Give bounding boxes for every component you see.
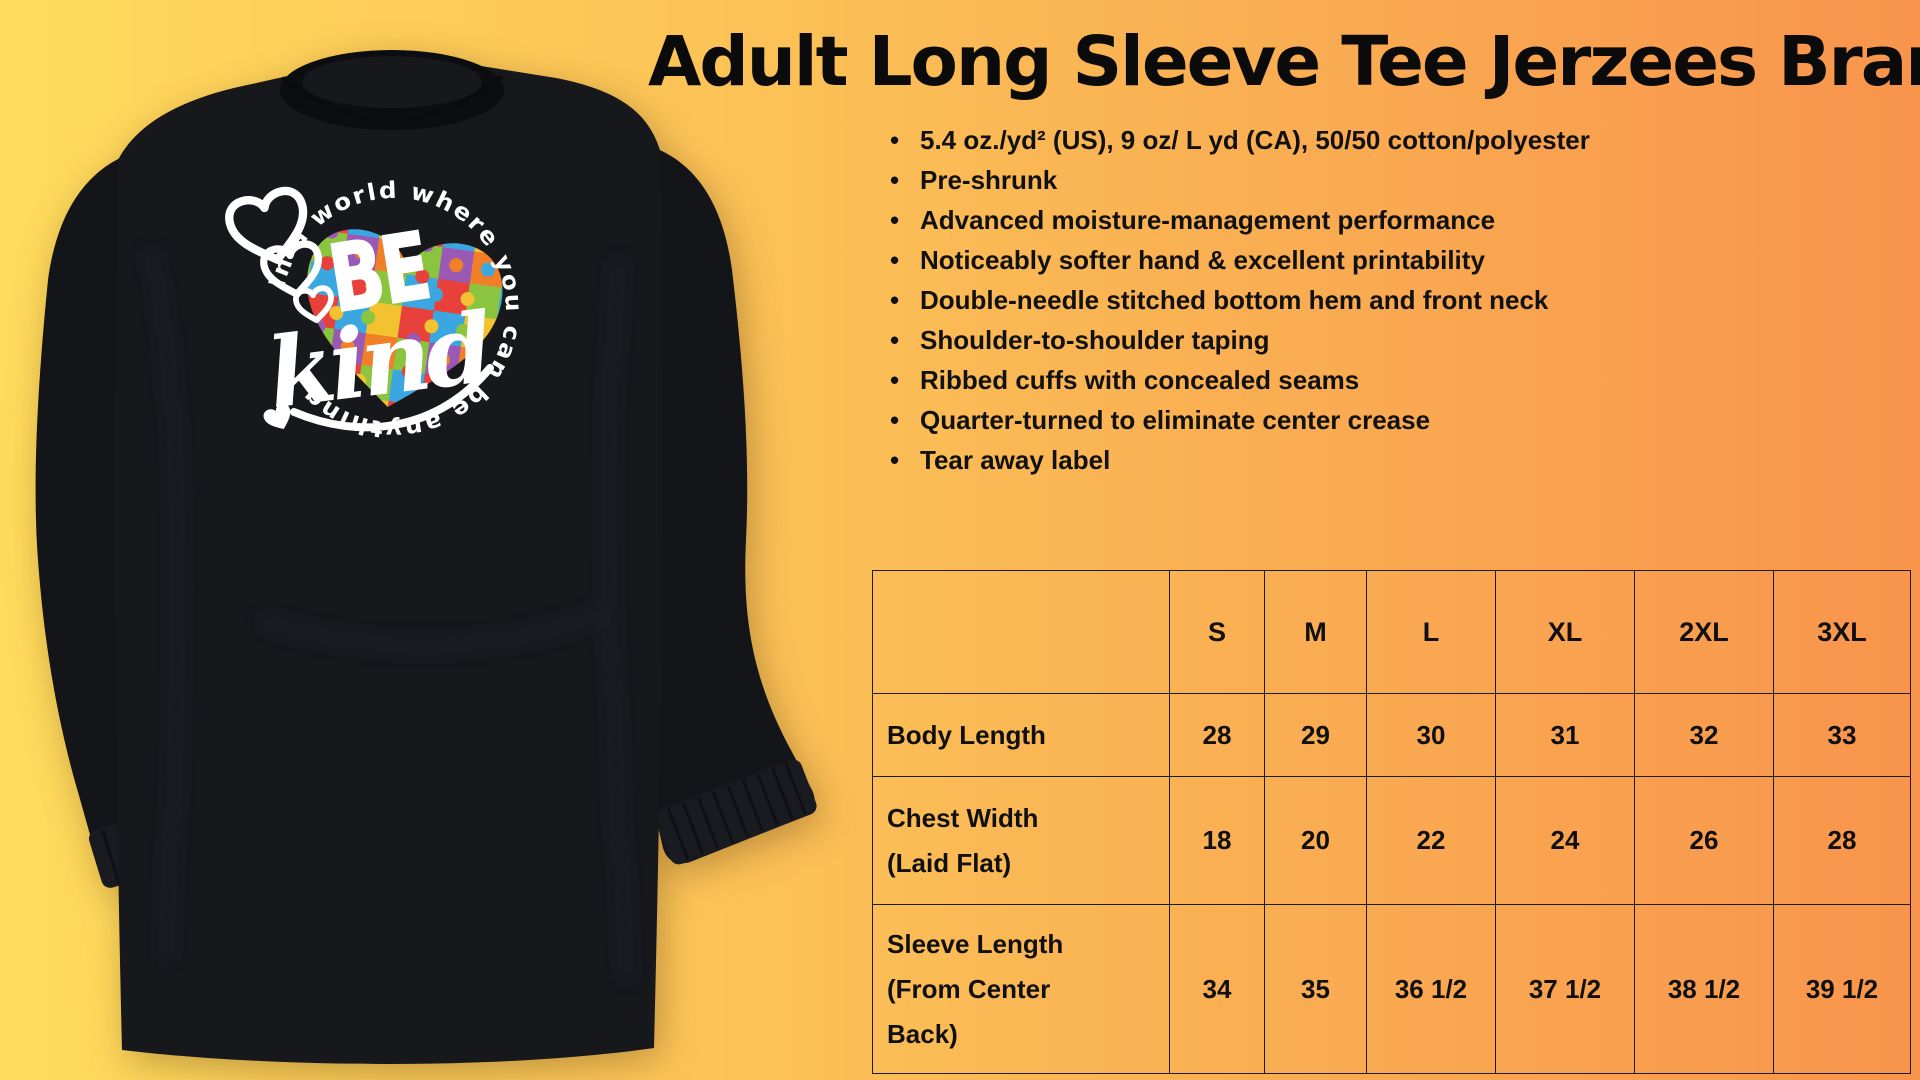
size-column-header: XL xyxy=(1495,570,1635,694)
design-word-be: BE xyxy=(322,213,435,334)
size-value: 37 1/2 xyxy=(1495,904,1635,1074)
feature-item: Tear away label xyxy=(890,440,1780,480)
feature-item: Quarter-turned to eliminate center creas… xyxy=(890,400,1780,440)
size-value: 31 xyxy=(1495,693,1635,777)
size-value: 33 xyxy=(1773,693,1911,777)
table-row: Body Length 28 29 30 31 32 33 xyxy=(872,693,1911,777)
size-value: 32 xyxy=(1634,693,1774,777)
size-value: 30 xyxy=(1366,693,1496,777)
design-word-kind: kind xyxy=(262,291,498,430)
size-column-header: S xyxy=(1169,570,1265,694)
row-label: Chest Width (Laid Flat) xyxy=(872,776,1170,905)
size-column-header: 2XL xyxy=(1634,570,1774,694)
size-value: 24 xyxy=(1495,776,1635,905)
shirt-right-sleeve xyxy=(641,148,817,865)
shirt-photo: In a world where you can be anything BE xyxy=(0,0,880,1080)
shirt-collar xyxy=(280,50,504,130)
design-swash xyxy=(290,364,494,432)
size-chart-corner-cell xyxy=(872,570,1170,694)
feature-item: Noticeably softer hand & excellent print… xyxy=(890,240,1780,280)
size-column-header: L xyxy=(1366,570,1496,694)
size-value: 29 xyxy=(1264,693,1367,777)
size-value: 18 xyxy=(1169,776,1265,905)
size-value: 28 xyxy=(1773,776,1911,905)
feature-item: Pre-shrunk xyxy=(890,160,1780,200)
size-column-header: M xyxy=(1264,570,1367,694)
size-value: 36 1/2 xyxy=(1366,904,1496,1074)
size-value: 26 xyxy=(1634,776,1774,905)
shirt-right-cuff xyxy=(655,759,817,865)
size-column-header: 3XL xyxy=(1773,570,1911,694)
table-row: Sleeve Length (From Center Back) 34 35 3… xyxy=(872,904,1911,1074)
table-row: Chest Width (Laid Flat) 18 20 22 24 26 2… xyxy=(872,776,1911,905)
feature-item: Double-needle stitched bottom hem and fr… xyxy=(890,280,1780,320)
product-title: Adult Long Sleeve Tee Jerzees Brand xyxy=(648,22,1920,102)
shirt-wrinkles xyxy=(145,248,633,981)
row-label: Sleeve Length (From Center Back) xyxy=(872,904,1170,1074)
row-label: Body Length xyxy=(872,693,1170,777)
size-value: 28 xyxy=(1169,693,1265,777)
feature-item: 5.4 oz./yd² (US), 9 oz/ L yd (CA), 50/50… xyxy=(890,120,1780,160)
shirt-body xyxy=(115,62,663,1064)
size-chart-header-row: S M L XL 2XL 3XL xyxy=(872,570,1911,694)
feature-item: Shoulder-to-shoulder taping xyxy=(890,320,1780,360)
size-value: 34 xyxy=(1169,904,1265,1074)
size-chart-table: S M L XL 2XL 3XL Body Length 28 29 30 31… xyxy=(872,570,1911,1074)
size-value: 39 1/2 xyxy=(1773,904,1911,1074)
size-value: 38 1/2 xyxy=(1634,904,1774,1074)
size-value: 20 xyxy=(1264,776,1367,905)
feature-list: 5.4 oz./yd² (US), 9 oz/ L yd (CA), 50/50… xyxy=(890,120,1780,480)
feature-item: Ribbed cuffs with concealed seams xyxy=(890,360,1780,400)
size-value: 22 xyxy=(1366,776,1496,905)
feature-item: Advanced moisture-management performance xyxy=(890,200,1780,240)
size-value: 35 xyxy=(1264,904,1367,1074)
